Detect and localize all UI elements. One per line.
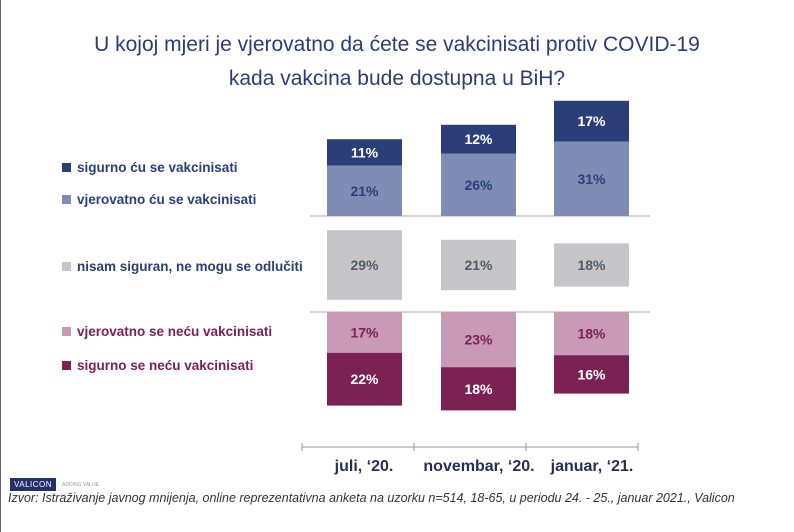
bar-vjerovatno-se-nec-u-vakcinisati	[327, 312, 402, 353]
valicon-logo: VALICON ADDING VALUE	[10, 478, 99, 491]
legend-item-vjerovatno-necu: vjerovatno se neću vakcinisati	[62, 324, 272, 339]
bar-vjerovatno-c-u-se-vakcinisati	[554, 141, 629, 216]
data-label: 23%	[464, 332, 493, 348]
data-label: 18%	[577, 326, 606, 342]
legend-item-nisam-siguran: nisam siguran, ne mogu se odlučiti	[62, 259, 303, 274]
x-tick-label: januar, ‘21.	[550, 458, 634, 475]
bar-sigurno-c-u-se-vakcinisati	[441, 124, 516, 154]
x-tick-label: novembar, ‘20.	[423, 458, 535, 475]
bar-nisam-siguran-ne-mogu-se-odluc-iti	[327, 230, 402, 300]
bar-vjerovatno-se-nec-u-vakcinisati	[554, 312, 629, 356]
chart-title-line-2: kada vakcina bude dostupna u BiH?	[228, 67, 566, 90]
source-note: Izvor: Istraživanje javnog mnijenja, onl…	[8, 491, 735, 505]
data-label: 16%	[577, 366, 606, 382]
bar-sigurno-se-nec-u-vakcinisati	[554, 355, 629, 394]
x-tick-label: juli, ‘20.	[334, 458, 394, 475]
bar-sigurno-c-u-se-vakcinisati	[327, 139, 402, 166]
legend-swatch	[62, 195, 71, 204]
legend-label: sigurno ću se vakcinisati	[77, 160, 238, 175]
data-label: 22%	[350, 371, 379, 387]
bar-vjerovatno-se-nec-u-vakcinisati	[441, 312, 516, 368]
legend-swatch	[62, 163, 71, 172]
legend-label: vjerovatno se neću vakcinisati	[77, 324, 273, 339]
bar-nisam-siguran-ne-mogu-se-odluc-iti	[554, 243, 629, 287]
legend-label: sigurno se neću vakcinisati	[77, 358, 254, 373]
legend-swatch	[62, 262, 71, 271]
bar-vjerovatno-c-u-se-vakcinisati	[441, 153, 516, 216]
data-label: 21%	[350, 183, 379, 199]
legend-item-sigurno-cu: sigurno ću se vakcinisati	[62, 160, 238, 175]
bar-sigurno-se-nec-u-vakcinisati	[327, 352, 402, 406]
legend-swatch	[62, 361, 71, 370]
bar-sigurno-se-nec-u-vakcinisati	[441, 367, 516, 411]
logo-text: VALICON	[10, 478, 57, 491]
data-label: 12%	[464, 131, 493, 147]
bar-vjerovatno-c-u-se-vakcinisati	[327, 165, 402, 216]
data-label: 11%	[351, 144, 379, 160]
data-label: 26%	[464, 177, 493, 193]
legend-item-vjerovatno-cu: vjerovatno ću se vakcinisati	[62, 192, 256, 207]
legend-swatch	[62, 327, 71, 336]
data-label: 17%	[350, 324, 379, 340]
data-label: 21%	[464, 257, 493, 273]
left-border	[0, 0, 1, 532]
data-label: 18%	[577, 257, 606, 273]
legend-label: nisam siguran, ne mogu se odlučiti	[77, 259, 303, 274]
data-label: 29%	[350, 257, 379, 273]
legend-item-sigurno-necu: sigurno se neću vakcinisati	[62, 358, 253, 373]
data-label: 18%	[464, 381, 493, 397]
logo-tagline: ADDING VALUE	[62, 481, 99, 488]
chart-title: U kojoj mjeri je vjerovatno da ćete se v…	[0, 28, 794, 96]
bar-sigurno-c-u-se-vakcinisati	[554, 100, 629, 142]
legend-label: vjerovatno ću se vakcinisati	[77, 192, 257, 207]
data-label: 17%	[577, 113, 606, 129]
chart-title-line-1: U kojoj mjeri je vjerovatno da ćete se v…	[94, 33, 700, 56]
data-label: 31%	[577, 171, 606, 187]
bar-nisam-siguran-ne-mogu-se-odluc-iti	[441, 239, 516, 291]
